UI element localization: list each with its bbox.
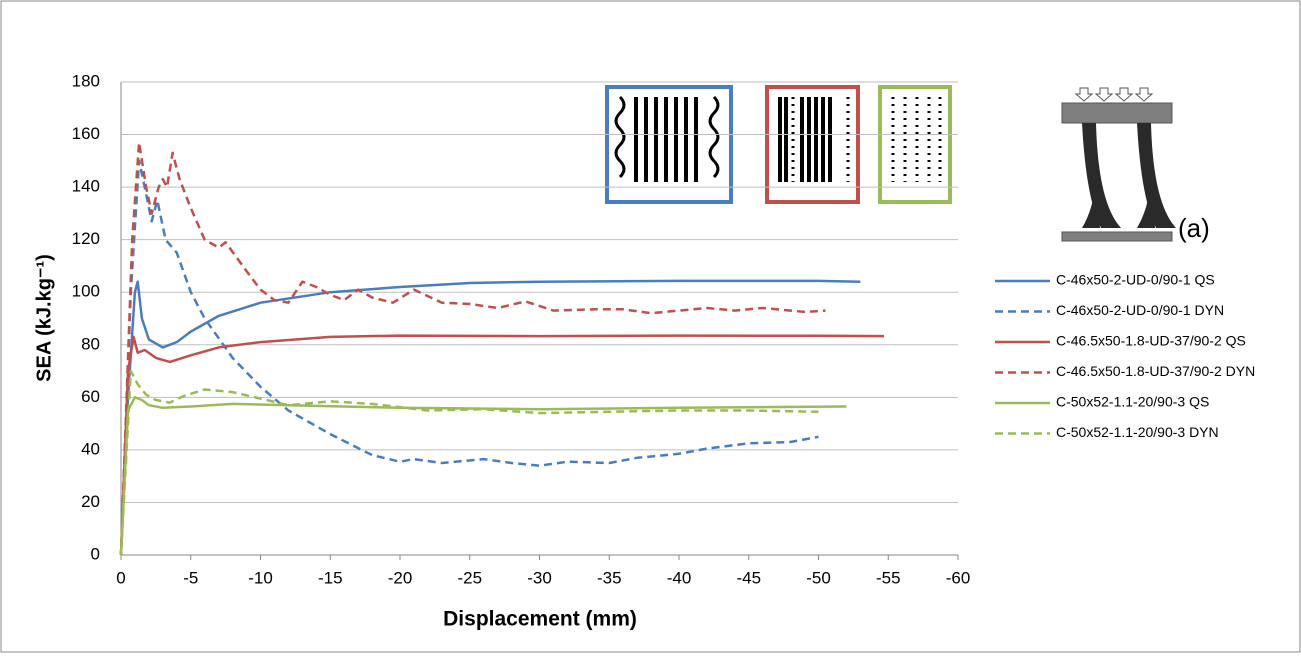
x-tick-label: -25 <box>457 568 482 587</box>
y-tick-label: 160 <box>72 124 100 143</box>
y-tick-label: 180 <box>72 71 100 90</box>
x-tick-label: -30 <box>527 568 552 587</box>
y-tick-label: 140 <box>72 177 100 196</box>
inset-red <box>765 85 860 204</box>
y-tick-label: 0 <box>91 544 100 563</box>
series-line <box>119 279 861 556</box>
x-tick-label: -55 <box>876 568 901 587</box>
series-line <box>119 396 847 556</box>
x-tick-label: -15 <box>318 568 343 587</box>
legend-label: C-46x50-2-UD-0/90-1 QS <box>1056 272 1215 288</box>
x-axis-label: Displacement (mm) <box>443 608 637 631</box>
x-tick-label: 0 <box>116 568 125 587</box>
y-tick-label: 100 <box>72 282 100 301</box>
inset-blue <box>605 85 733 204</box>
y-tick-label: 120 <box>72 229 100 248</box>
x-tick-label: -10 <box>248 568 273 587</box>
legend-label: C-46x50-2-UD-0/90-1 DYN <box>1056 302 1224 318</box>
x-tick-label: -50 <box>806 568 831 587</box>
y-tick-label: 80 <box>81 334 100 353</box>
x-tick-label: -60 <box>946 568 971 587</box>
series-line <box>119 141 826 556</box>
specimen-diagram <box>1061 87 1176 242</box>
y-tick-label: 20 <box>81 492 100 511</box>
annotation: (a) <box>1178 213 1210 243</box>
y-tick-label: 40 <box>81 439 100 458</box>
y-tick-label: 60 <box>81 387 100 406</box>
x-tick-label: -5 <box>183 568 198 587</box>
series-line <box>119 334 885 556</box>
legend-label: C-46.5x50-1.8-UD-37/90-2 QS <box>1056 333 1246 349</box>
inset-green <box>878 85 952 204</box>
x-tick-label: -35 <box>597 568 622 587</box>
y-axis-label: SEA (kJ.kg⁻¹) <box>33 254 55 382</box>
x-tick-label: -20 <box>388 568 413 587</box>
legend-label: C-50x52-1.1-20/90-3 QS <box>1056 394 1209 410</box>
x-tick-label: -40 <box>667 568 692 587</box>
legend-label: C-50x52-1.1-20/90-3 DYN <box>1056 424 1219 440</box>
legend-label: C-46.5x50-1.8-UD-37/90-2 DYN <box>1056 363 1255 379</box>
series-line <box>119 369 819 556</box>
series-line <box>119 159 819 556</box>
x-tick-label: -45 <box>736 568 761 587</box>
